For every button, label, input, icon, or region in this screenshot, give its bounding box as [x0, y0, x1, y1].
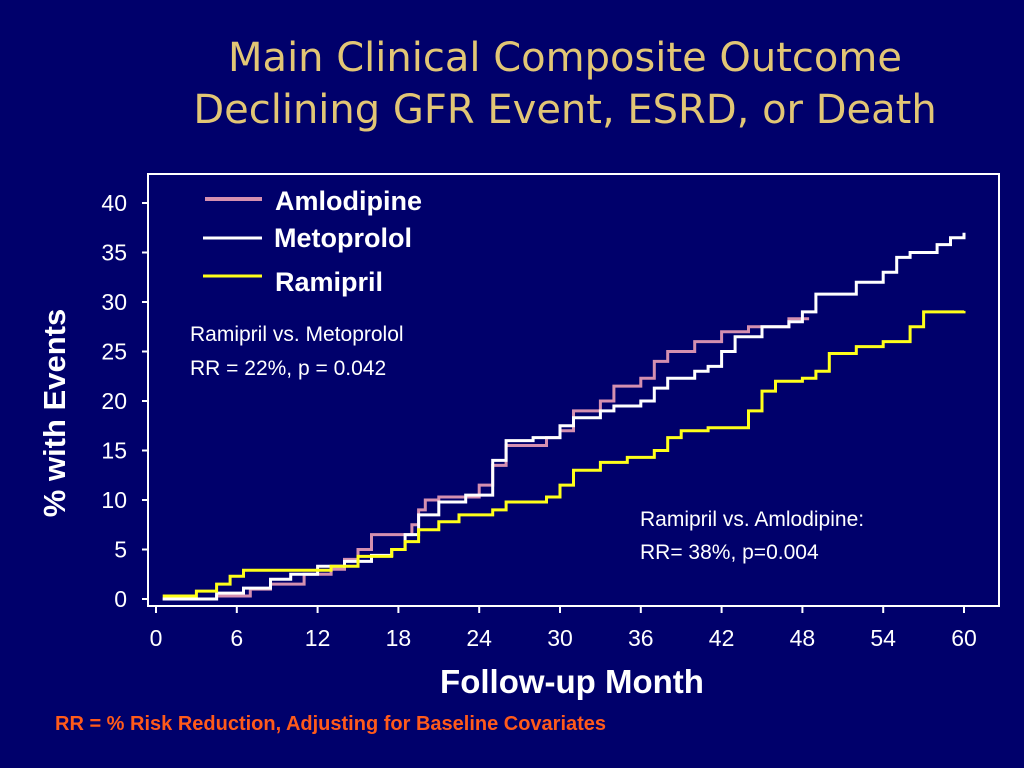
x-tick-label: 36	[628, 625, 654, 651]
legend-label-ramipril: Ramipril	[275, 267, 383, 297]
legend-label-metoprolol: Metoprolol	[274, 223, 412, 253]
x-axis-title: Follow-up Month	[440, 663, 704, 700]
y-tick-label: 35	[101, 240, 127, 266]
x-tick-label: 24	[466, 625, 492, 651]
annotation-2-line-1: Ramipril vs. Amlodipine:	[640, 508, 864, 531]
series-line-ramipril	[162, 310, 966, 598]
x-axis: 0 6 12 18 24 30 36 42 48 54 60	[150, 606, 977, 651]
title-line-2: Declining GFR Event, ESRD, or Death	[193, 87, 937, 133]
legend-label-amlodipine: Amlodipine	[275, 186, 422, 216]
annotation-ramipril-vs-metoprolol: Ramipril vs. Metoprolol RR = 22%, p = 0.…	[190, 323, 404, 380]
y-axis: 0 5 10 15 20 25 30 35 40	[101, 190, 148, 612]
y-tick-label: 40	[101, 190, 127, 216]
x-tick-label: 48	[790, 625, 816, 651]
x-tick-label: 18	[386, 625, 412, 651]
plot-frame	[147, 173, 1000, 607]
annotation-ramipril-vs-amlodipine: Ramipril vs. Amlodipine: RR= 38%, p=0.00…	[640, 508, 864, 564]
y-tick-label: 20	[101, 388, 127, 414]
x-tick-label: 12	[305, 625, 331, 651]
annotation-1-line-2: RR = 22%, p = 0.042	[190, 357, 386, 380]
x-tick-label: 6	[230, 625, 243, 651]
y-tick-label: 30	[101, 289, 127, 315]
footnote: RR = % Risk Reduction, Adjusting for Bas…	[55, 713, 607, 735]
x-tick-label: 30	[547, 625, 573, 651]
x-tick-label: 0	[150, 625, 163, 651]
legend: Amlodipine Metoprolol Ramipril	[203, 186, 422, 297]
x-tick-label: 54	[870, 625, 896, 651]
plot-series	[162, 232, 966, 601]
y-tick-label: 15	[101, 438, 127, 464]
y-tick-label: 25	[101, 339, 127, 365]
x-tick-label: 42	[709, 625, 735, 651]
y-tick-label: 5	[114, 537, 127, 563]
y-tick-label: 10	[101, 487, 127, 513]
annotation-2-line-2: RR= 38%, p=0.004	[640, 541, 819, 564]
title-line-1: Main Clinical Composite Outcome	[228, 35, 902, 81]
y-axis-title: % with Events	[37, 309, 72, 517]
y-tick-label: 0	[114, 586, 127, 612]
x-tick-label: 60	[951, 625, 977, 651]
annotation-1-line-1: Ramipril vs. Metoprolol	[190, 323, 404, 346]
